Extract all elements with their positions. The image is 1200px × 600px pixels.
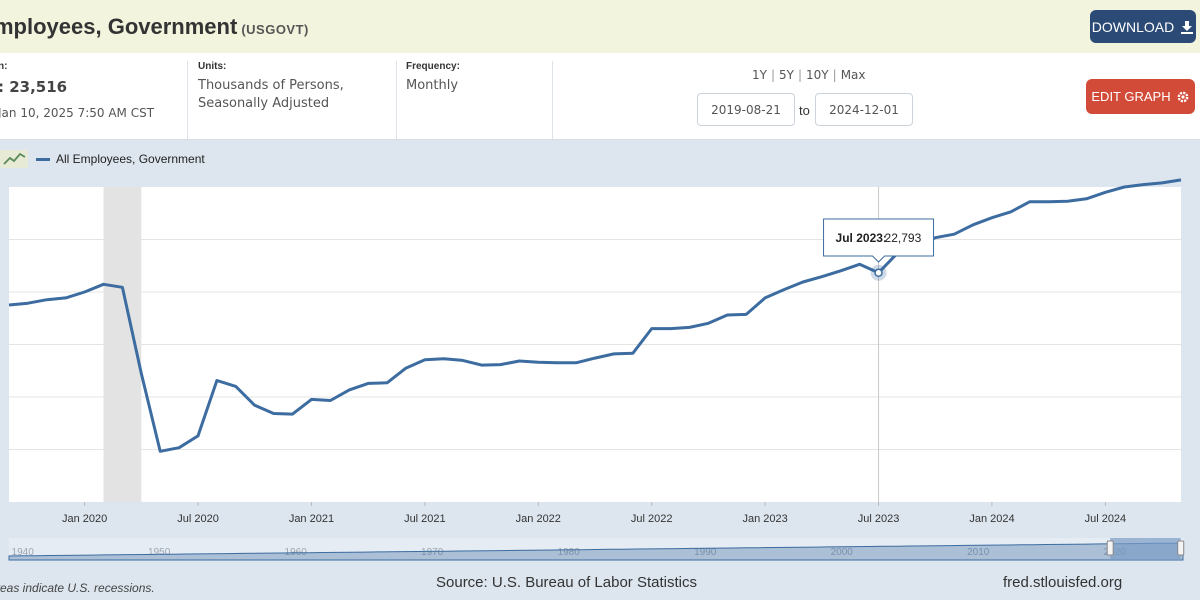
series-title: mployees, Government [0,14,238,39]
start-date-input[interactable]: 2019-08-21 [697,93,795,126]
download-button[interactable]: DOWNLOAD [1090,10,1196,43]
navigator-label: 1990 [694,547,717,558]
x-tick-label: Jul 2024 [1085,513,1127,525]
download-label: DOWNLOAD [1091,18,1175,35]
download-icon [1181,20,1194,34]
site-link[interactable]: fred.stlouisfed.org [1003,574,1123,591]
x-tick-label: Jul 2023 [858,513,900,525]
frequency-column: Frequency: Monthly [406,61,546,139]
navigator-label: 2010 [967,547,990,558]
meta-divider [552,61,553,139]
x-tick-label: Jul 2021 [404,513,446,525]
units-line-1: Thousands of Persons, [198,78,344,93]
navigator-label: 2020 [1104,547,1127,558]
series-id: (USGOVT) [241,22,309,37]
x-tick-label: Jul 2022 [631,513,673,525]
units-column: Units: Thousands of Persons, Seasonally … [198,61,388,139]
frequency-value: Monthly [406,78,459,93]
series-line [8,178,1182,453]
range-1y[interactable]: 1Y [752,68,767,82]
navigator-track [9,538,1183,560]
frequency-label: Frequency: [406,61,460,72]
legend-swatch [36,157,50,161]
recession-note: reas indicate U.S. recessions. [0,581,155,595]
metadata-bar: n: : 23,516 Jan 10, 2025 7:50 AM CST Uni… [0,53,1200,140]
to-label: to [799,103,810,118]
hover-halo [870,264,887,281]
source-text: Source: U.S. Bureau of Labor Statistics [436,574,697,591]
navigator-label: 1980 [558,547,581,558]
hover-point[interactable] [874,268,883,278]
observation-column: n: : 23,516 Jan 10, 2025 7:50 AM CST [0,61,178,139]
navigator-label: 1970 [421,547,444,558]
range-links: 1Y | 5Y | 10Y | Max [752,68,866,82]
x-tick-label: Jan 2021 [289,513,334,525]
navigator-series [8,542,1184,561]
x-tick-label: Jan 2024 [969,513,1014,525]
end-date-input[interactable]: 2024-12-01 [815,93,913,126]
recession-band [103,187,142,502]
tooltip-box [823,218,935,263]
gear-icon [1177,91,1189,102]
navigator-handle[interactable] [1177,540,1185,556]
range-max[interactable]: Max [840,68,866,82]
x-tick-label: Jan 2020 [62,513,107,525]
observation-value: : 23,516 [0,78,68,96]
tooltip-value: 22,793 [885,231,922,245]
meta-divider [187,61,188,139]
navigator-label: 1940 [12,547,35,558]
chart-type-icon[interactable] [0,149,28,169]
units-line-2: Seasonally Adjusted [198,96,330,111]
tooltip-label: Jul 2023: [836,231,887,245]
x-tick-label: Jul 2020 [177,513,219,525]
title-bar: mployees, Government (USGOVT) DOWNLOAD [0,0,1200,53]
navigator-label: 2000 [831,547,854,558]
legend: All Employees, Government [0,148,205,170]
legend-series-name: All Employees, Government [56,152,205,166]
meta-divider [396,61,397,139]
updated-date: Jan 10, 2025 7:50 AM CST [0,106,155,120]
range-5y[interactable]: 5Y [779,68,794,82]
edit-graph-button[interactable]: EDIT GRAPH [1086,79,1195,114]
plot-background [9,187,1181,502]
navigator-label: 1950 [148,547,171,558]
page-title: mployees, Government (USGOVT) [0,14,309,40]
units-label: Units: [198,61,227,72]
navigator-selection[interactable] [1110,538,1181,560]
navigator-handle[interactable] [1106,540,1114,556]
x-tick-label: Jan 2023 [742,513,787,525]
range-10y[interactable]: 10Y [806,68,829,82]
x-tick-label: Jan 2022 [516,513,561,525]
navigator-label: 1960 [285,547,308,558]
observation-label: n: [0,61,8,72]
edit-graph-label: EDIT GRAPH [1091,89,1171,104]
